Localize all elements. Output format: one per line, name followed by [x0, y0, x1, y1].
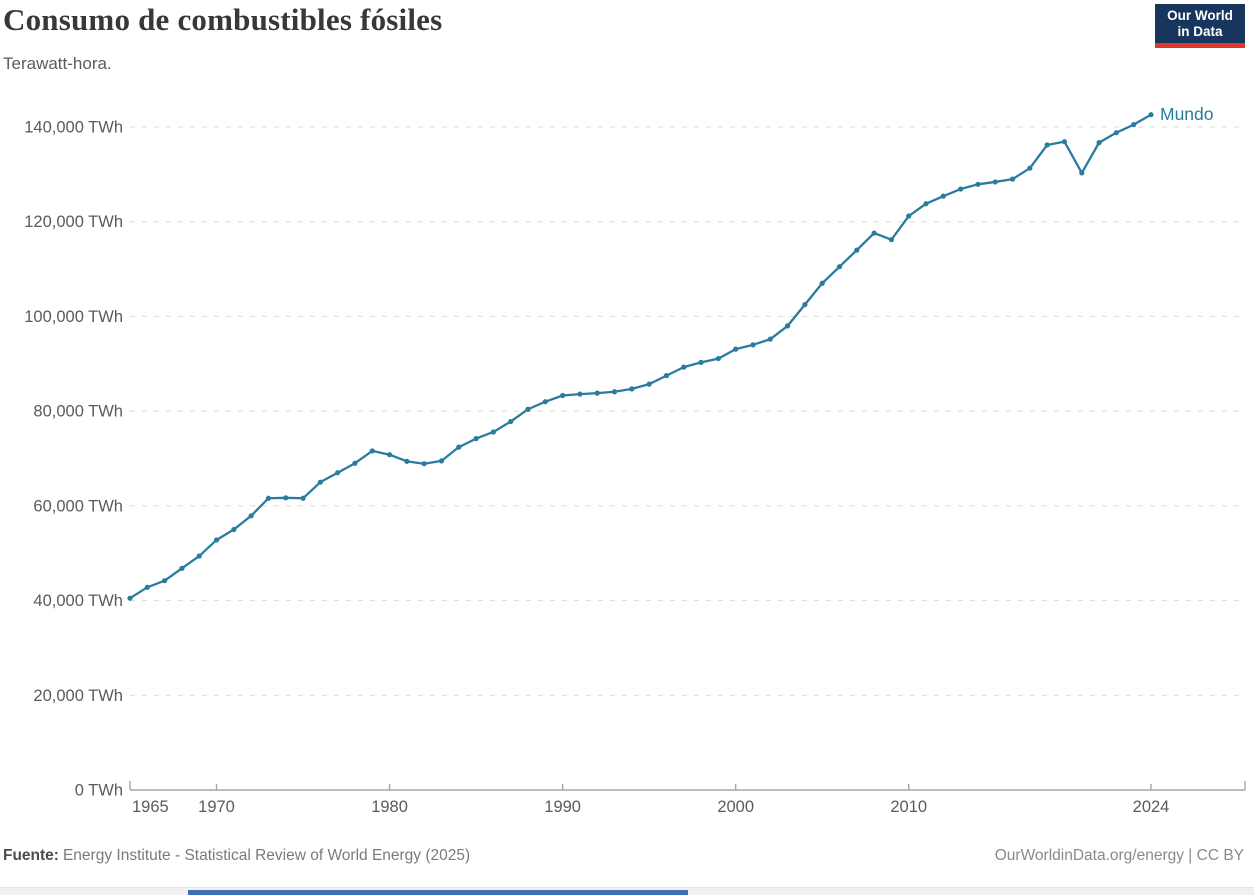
x-tick-label: 1970	[198, 798, 235, 816]
x-tick-label: 1990	[544, 798, 581, 816]
data-point[interactable]	[1096, 140, 1102, 146]
y-tick-label: 100,000 TWh	[24, 308, 123, 326]
data-point[interactable]	[594, 390, 600, 396]
data-point[interactable]	[1044, 142, 1050, 148]
chart-subtitle: Terawatt-hora.	[3, 54, 112, 73]
data-point[interactable]	[473, 436, 479, 442]
data-point[interactable]	[369, 448, 375, 454]
owid-logo-line1: Our World	[1167, 7, 1233, 23]
data-point[interactable]	[906, 213, 912, 219]
data-point[interactable]	[1061, 139, 1068, 145]
data-point[interactable]	[525, 406, 531, 412]
data-point[interactable]	[456, 444, 462, 450]
x-tick-label: 1965	[132, 798, 169, 816]
data-point[interactable]	[231, 526, 237, 533]
data-point[interactable]	[542, 399, 548, 405]
y-tick-label: 80,000 TWh	[33, 403, 123, 421]
source-label: Fuente:	[3, 847, 59, 864]
data-point[interactable]	[784, 323, 791, 329]
source-note: Fuente: Energy Institute - Statistical Re…	[3, 847, 470, 865]
y-tick-label: 60,000 TWh	[33, 497, 123, 515]
data-point[interactable]	[1079, 170, 1085, 176]
data-point[interactable]	[196, 553, 202, 559]
data-point[interactable]	[508, 418, 514, 425]
data-point[interactable]	[836, 264, 843, 270]
series-end-label[interactable]: Mundo	[1160, 104, 1214, 124]
data-line-mundo[interactable]	[128, 113, 1153, 600]
data-point[interactable]	[404, 458, 410, 464]
data-point[interactable]	[352, 460, 358, 466]
y-tick-label: 0 TWh	[75, 782, 123, 800]
credit-link[interactable]: OurWorldinData.org/energy | CC BY	[994, 847, 1244, 864]
data-point[interactable]	[923, 201, 929, 207]
y-tick-label: 20,000 TWh	[33, 687, 123, 705]
line-chart[interactable]: 0 TWh 20,000 TWh 40,000 TWh 60,000 TWh 80,00…	[0, 0, 1254, 835]
data-point[interactable]	[888, 237, 895, 243]
data-point[interactable]	[300, 495, 306, 501]
bottom-blue-strip	[188, 890, 688, 895]
y-tick-label: 140,000 TWh	[24, 119, 123, 137]
data-point[interactable]	[958, 186, 964, 192]
data-point[interactable]	[975, 181, 981, 187]
data-point[interactable]	[646, 381, 652, 387]
data-point[interactable]	[715, 355, 721, 362]
data-point[interactable]	[1113, 130, 1119, 136]
data-point[interactable]	[127, 595, 133, 601]
owid-logo[interactable]: Our World in Data	[1155, 4, 1245, 48]
data-point[interactable]	[750, 342, 756, 348]
data-point[interactable]	[611, 389, 618, 395]
source-text: Energy Institute - Statistical Review of…	[62, 847, 471, 864]
data-point[interactable]	[698, 359, 704, 365]
data-point[interactable]	[162, 578, 168, 584]
data-point[interactable]	[681, 364, 687, 370]
data-point[interactable]	[1027, 165, 1033, 171]
data-point[interactable]	[265, 495, 272, 501]
data-point[interactable]	[1009, 176, 1016, 182]
y-tick-label: 120,000 TWh	[24, 213, 123, 231]
data-point[interactable]	[663, 373, 670, 379]
data-point[interactable]	[213, 537, 220, 543]
data-point[interactable]	[560, 392, 566, 399]
data-point[interactable]	[421, 461, 427, 467]
data-point[interactable]	[248, 513, 254, 519]
data-point[interactable]	[992, 179, 998, 185]
data-point[interactable]	[767, 336, 773, 342]
data-point[interactable]	[335, 470, 341, 476]
page-title: Consumo de combustibles fósiles	[3, 2, 443, 37]
data-point[interactable]	[733, 346, 739, 352]
data-point[interactable]	[179, 565, 185, 571]
data-point[interactable]	[819, 280, 825, 286]
data-point[interactable]	[1148, 112, 1154, 118]
data-point[interactable]	[1131, 122, 1137, 128]
data-point[interactable]	[490, 429, 497, 435]
data-point[interactable]	[854, 247, 860, 253]
data-point[interactable]	[871, 230, 877, 236]
data-point[interactable]	[386, 452, 393, 458]
data-point[interactable]	[577, 391, 583, 397]
data-point[interactable]	[317, 479, 323, 485]
data-point[interactable]	[802, 301, 808, 308]
x-tick-label: 2024	[1133, 798, 1170, 816]
x-tick-label: 2010	[890, 798, 927, 816]
data-point[interactable]	[940, 193, 946, 199]
owid-logo-line2: in Data	[1177, 23, 1223, 39]
data-point[interactable]	[629, 386, 635, 392]
x-tick-label: 1980	[371, 798, 408, 816]
y-tick-label: 40,000 TWh	[33, 592, 123, 610]
data-point[interactable]	[144, 584, 150, 590]
data-point[interactable]	[283, 495, 289, 501]
x-tick-label: 2000	[717, 798, 754, 816]
data-point[interactable]	[438, 458, 445, 464]
